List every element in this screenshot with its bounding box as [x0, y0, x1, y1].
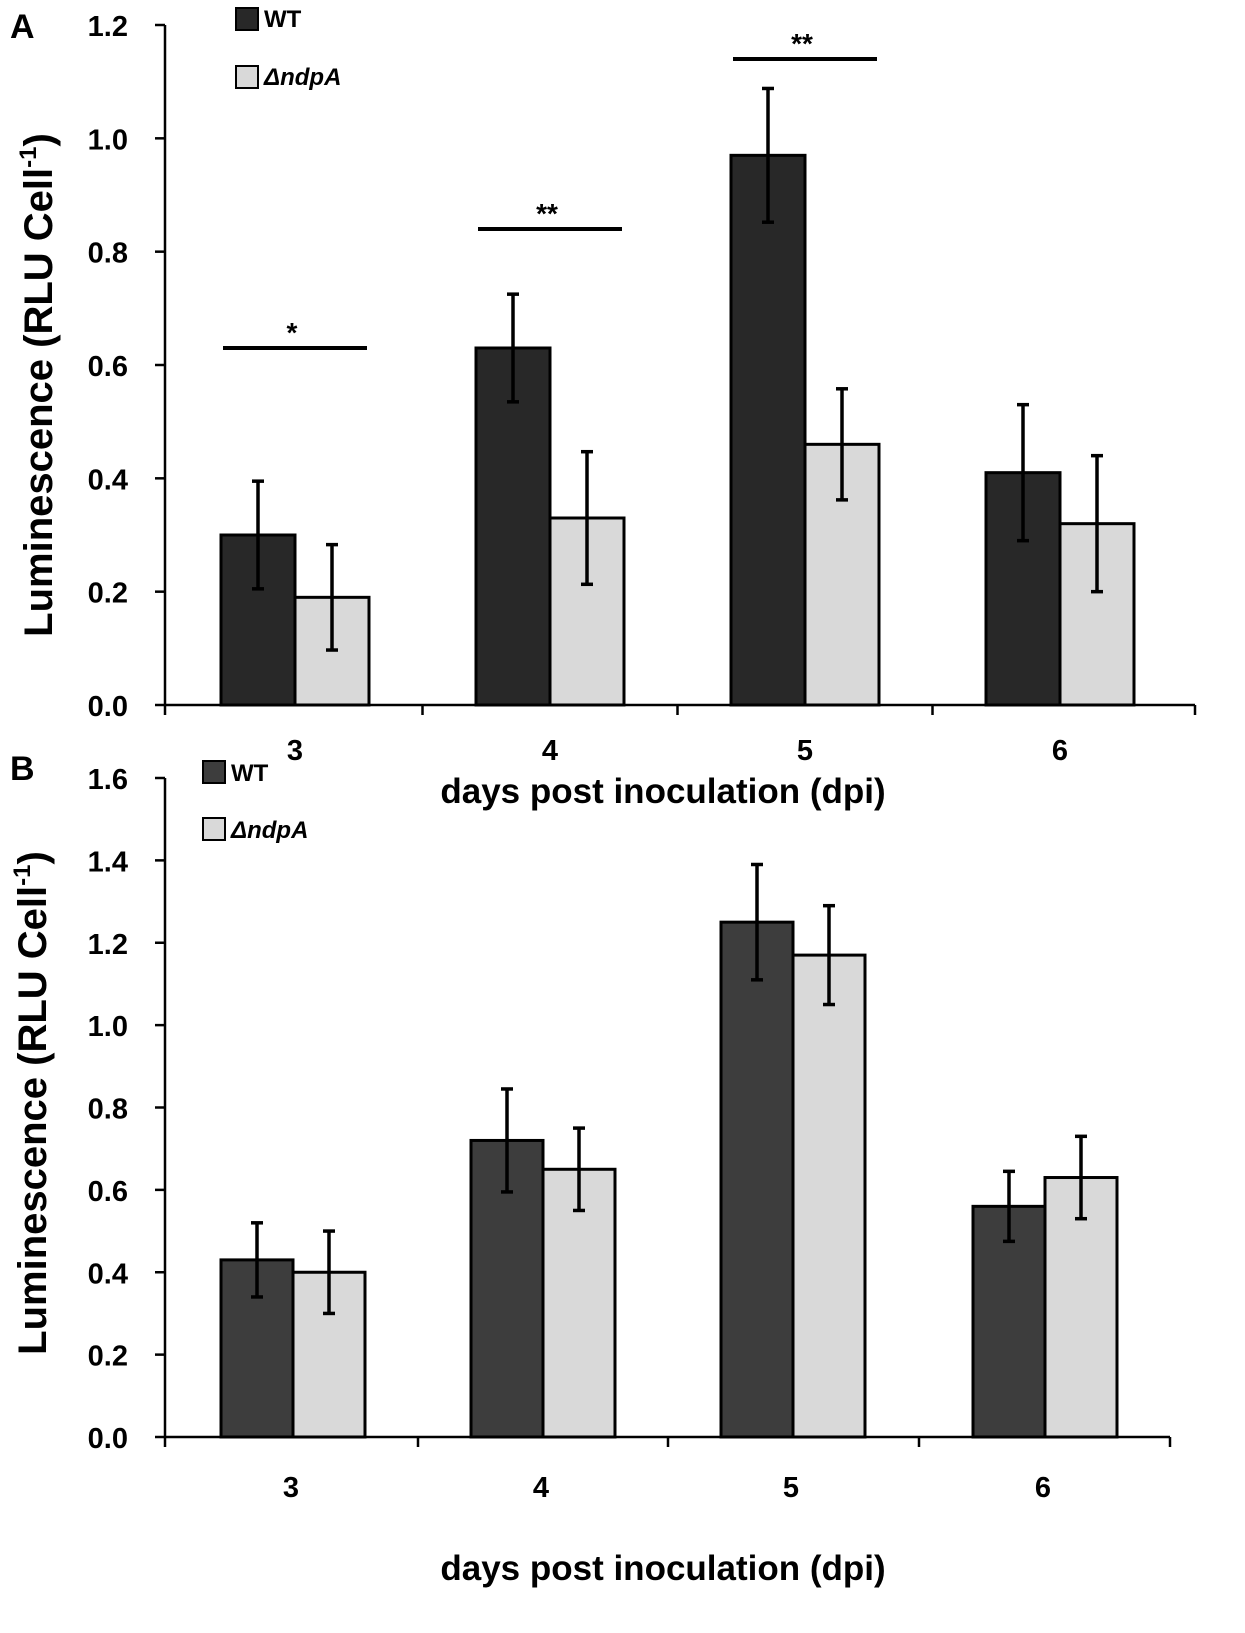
legend-label-wt: WT	[231, 760, 269, 787]
bar-wt	[219, 1258, 295, 1439]
significance-label: **	[536, 198, 558, 229]
y-tick-label: 1.0	[88, 1011, 128, 1043]
x-tick-label: 3	[287, 735, 303, 767]
panel-label: A	[10, 8, 35, 46]
significance-label: *	[287, 317, 298, 348]
y-tick-label: 1.2	[88, 929, 128, 961]
bar-wt	[719, 920, 795, 1439]
legend-swatch-ndpa	[202, 817, 226, 841]
legend-label-ndpa: ΔndpA	[263, 64, 341, 91]
y-tick-label: 1.4	[88, 846, 128, 878]
x-axis-title: days post inoculation (dpi)	[440, 1549, 885, 1588]
panel-label: B	[10, 750, 35, 788]
y-tick-label: 0.8	[88, 238, 128, 270]
y-tick-label: 0.8	[88, 1094, 128, 1126]
y-tick-label: 0.6	[88, 1176, 128, 1208]
y-axis-title: Luminescence (RLU Cell-1)	[15, 133, 61, 637]
y-tick-label: 0.2	[88, 578, 128, 610]
legend-label-wt: WT	[264, 6, 302, 33]
panel-a-chart: A0.00.20.40.60.81.01.23 4 5 6*****WTΔndpAda…	[10, 6, 1197, 811]
x-tick-label: 6	[1035, 1472, 1051, 1504]
legend-swatch-wt	[202, 760, 226, 784]
x-tick-label: 5	[797, 735, 813, 767]
bar-wt	[729, 153, 807, 707]
y-axis-title-close: )	[11, 851, 55, 864]
y-axis-title-close: )	[17, 133, 61, 146]
legend-label-ndpa: ΔndpA	[230, 817, 308, 844]
y-tick-label: 0.0	[88, 1423, 128, 1455]
x-tick-label: 3	[283, 1472, 299, 1504]
y-axis-title-superscript: -1	[9, 864, 36, 885]
legend-swatch-wt	[235, 7, 259, 31]
bar-ndpa	[791, 953, 867, 1439]
y-axis-title: Luminescence (RLU Cell-1)	[9, 851, 55, 1355]
y-tick-label: 0.4	[88, 1258, 128, 1290]
y-axis-title-main: Luminescence (RLU Cell	[17, 168, 61, 637]
panel-b-chart: B 0.0 0.2 0.4 0.6 0.8 1.0 1.2 1.4 1.6 3 4 5 6 WT ΔndpA d…	[9, 750, 1172, 1588]
x-axis-title: days post inoculation (dpi)	[440, 772, 885, 811]
y-tick-label: 1.0	[88, 124, 128, 156]
y-tick-label: 1.6	[88, 764, 128, 796]
significance-label: **	[791, 28, 813, 59]
legend-swatch-ndpa	[235, 65, 259, 89]
y-tick-label: 0.0	[88, 691, 128, 723]
y-tick-label: 0.2	[88, 1341, 128, 1373]
x-tick-label: 5	[783, 1472, 799, 1504]
y-tick-label: 1.2	[88, 11, 128, 43]
y-tick-label: 0.6	[88, 351, 128, 383]
y-axis-title-superscript: -1	[15, 146, 42, 167]
y-axis-title-main: Luminescence (RLU Cell	[11, 886, 55, 1355]
y-tick-label: 0.4	[88, 464, 128, 496]
x-tick-label: 4	[542, 735, 558, 767]
x-tick-label: 4	[533, 1472, 549, 1504]
x-tick-label: 6	[1052, 735, 1068, 767]
